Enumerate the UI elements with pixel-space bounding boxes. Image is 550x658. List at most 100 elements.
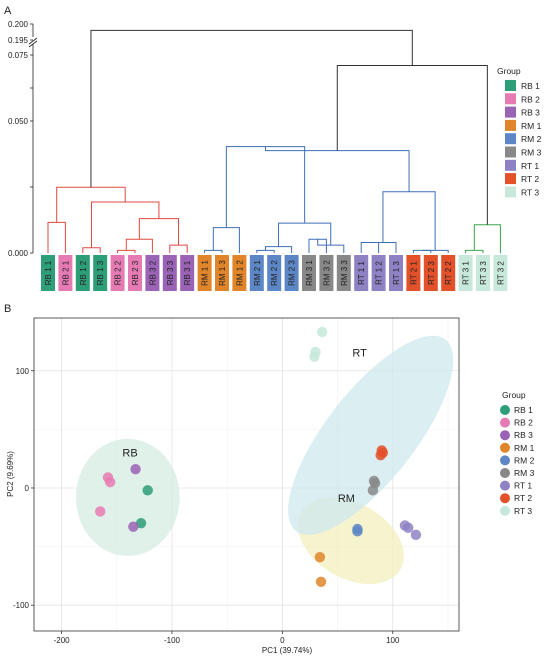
legend-label: RB 1 [521,81,540,91]
dendrogram-branch [422,249,449,253]
leaf: RB 1 1 [41,255,55,291]
cluster-label: RT [352,348,367,360]
y-tick-label: 0 [25,484,30,493]
legend-label: RM 1 [521,121,542,131]
pca-x-axis-title: PC1 (39.74%) [262,646,313,655]
leaf-box [75,255,90,291]
pca-point [130,464,141,475]
pca-panel: -200 -100 0 100 -100 0 100 RB RM RT PC1 (39.74%)… [6,317,535,655]
y-tick-label: -100 [13,601,30,610]
leaf-box [284,255,299,291]
leaf-box [441,255,456,291]
legend-label: RT 1 [521,161,539,171]
leaf-box [58,255,73,291]
leaf: RT 1 1 [354,255,369,291]
cluster-label: RB [122,447,137,459]
leaf-box [476,255,490,291]
pca-point [314,551,326,563]
pca-point [316,326,328,338]
legend-marker [500,455,510,466]
pca-point [403,522,414,534]
leaf-label: RM 3 1 [305,260,314,286]
leaf: RM 1 3 [215,255,229,291]
legend-swatch [505,119,516,131]
pca-legend: Group RB 1 RB 2 RB 3 RM 1 RM 2 RM 3 RT 1 RT 2 RT… [500,390,535,516]
legend-marker [500,505,510,516]
leaf-label: RM 1 3 [218,260,227,286]
leaf: RT 3 2 [493,255,508,291]
confidence-ellipse-rb [75,438,180,556]
plot-frame [33,317,460,632]
confidence-ellipse-rt [288,335,454,535]
leaf-label: RT 1 1 [357,261,366,285]
dendrogram-branch [169,244,188,253]
panel-a-label: A [4,5,12,17]
dendrogram-branch [465,249,484,253]
leaf-label: RT 1 2 [375,261,384,285]
legend-swatch [505,133,516,145]
dendrogram-branch [82,247,101,253]
pca-point [377,447,389,459]
dendrogram-branch [138,218,179,246]
legend-label: RT 2 [514,493,532,503]
leaf-box [493,255,508,291]
leaf-label: RT 3 3 [479,261,488,285]
dendrogram-y-axis: 0.200 0.195 0.075 0.050 0.000 [8,20,38,258]
pca-point [128,521,139,532]
dendrogram-branch [265,146,410,192]
leaf-box [354,255,369,291]
legend-marker [500,417,510,428]
leaf: RT 2 1 [406,255,421,291]
dendrogram-branch [90,29,413,188]
legend-label: RB 1 [514,405,533,415]
legend-swatch [505,80,516,91]
leaf: RM 3 3 [336,255,351,291]
leaf-label: RB 1 2 [79,260,88,285]
pca-cluster-labels: RB RM RT [122,348,367,505]
leaf-label: RB 3 2 [148,260,157,285]
dendrogram-branches [47,29,501,253]
x-tick-label: 100 [386,636,400,645]
leaf: RM 2 2 [267,255,282,291]
leaf-box [145,255,160,291]
dendrogram-legend: Group RB 1 RB 2 RB 3 RM 1 RM 2 RM 3 RT 1 RT 2 RT… [497,66,542,198]
leaf-label: RB 2 1 [61,260,70,285]
dendrogram-branch [117,249,136,253]
legend-swatch [505,173,516,185]
pca-legend-title: Group [502,390,526,400]
y-tick-label: 0.195 [8,36,29,45]
leaf-box [93,255,108,291]
leaf-label: RM 3 2 [322,260,331,286]
leaf-label: RT 2 2 [444,261,453,285]
leaf-box [197,255,212,291]
y-tick-label: 100 [16,367,30,376]
legend-marker [500,405,510,415]
x-tick-label: 0 [280,636,285,645]
legend-swatch [505,186,516,198]
leaf-label: RM 1 1 [201,260,210,286]
legend-label: RB 3 [514,430,533,440]
y-tick-label: 0.050 [8,117,29,126]
leaf: RB 3 1 [180,255,195,291]
x-tick-label: -100 [164,636,181,645]
dendrogram-branch [225,146,306,228]
leaf-label: RM 2 2 [270,260,279,286]
legend-label: RM 1 [514,443,535,453]
leaf: RB 2 2 [110,255,125,291]
legend-label: RT 3 [521,187,539,197]
leaf-box [406,255,421,291]
leaf-label: RT 3 2 [496,261,505,285]
dendrogram-branch [473,224,501,253]
leaf-label: RT 2 1 [409,261,418,285]
leaf-label: RB 2 2 [114,260,123,285]
leaf-box [128,255,142,291]
legend-label: RM 2 [514,455,535,465]
leaf-label: RM 2 3 [288,260,297,286]
leaf-box [162,255,177,291]
leaf-box [41,255,55,291]
leaf-label: RT 2 3 [427,261,436,285]
legend-label: RT 1 [514,481,532,491]
cluster-label: RM [338,493,355,505]
leaf: RT 3 3 [476,255,490,291]
legend-label: RT 2 [521,174,539,184]
